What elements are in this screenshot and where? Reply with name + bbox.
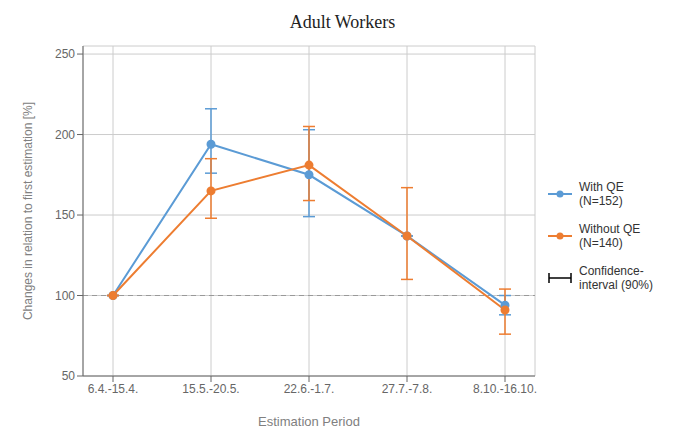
svg-text:250: 250	[55, 47, 75, 61]
svg-text:50: 50	[62, 369, 76, 383]
html-text:Adult Workers: Adult Workers	[289, 12, 396, 32]
svg-text:6.4.-15.4.: 6.4.-15.4.	[88, 382, 139, 396]
html-text:Without QE (N=140): Without QE (N=140)	[579, 222, 641, 250]
svg-text:27.7.-7.8.: 27.7.-7.8.	[382, 382, 433, 396]
svg-text:200: 200	[55, 128, 75, 142]
svg-text:Changes in relation to first e: Changes in relation to first estimation …	[21, 102, 35, 320]
svg-text:100: 100	[55, 289, 75, 303]
svg-text:150: 150	[55, 208, 75, 222]
svg-text:15.5.-20.5.: 15.5.-20.5.	[182, 382, 239, 396]
html-text:Confidence- interval (90%): Confidence- interval (90%)	[579, 264, 653, 292]
svg-text:Estimation Period: Estimation Period	[258, 414, 360, 429]
html-text:With QE (N=152): With QE (N=152)	[579, 180, 624, 208]
svg-text:8.10.-16.10.: 8.10.-16.10.	[473, 382, 537, 396]
svg-text:22.6.-1.7.: 22.6.-1.7.	[284, 382, 335, 396]
